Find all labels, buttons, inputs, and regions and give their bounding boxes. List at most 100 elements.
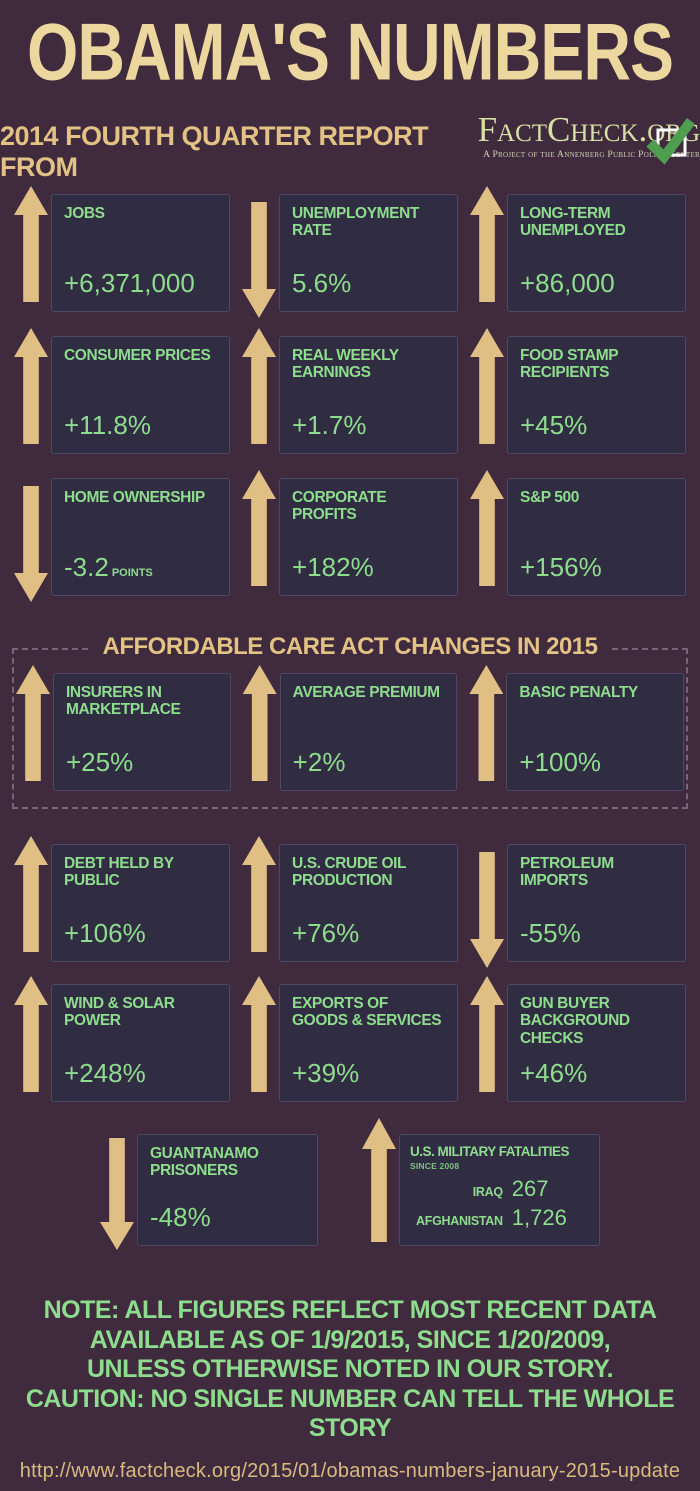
military-label: U.S. MILITARY FATALITIES — [410, 1144, 570, 1159]
up-arrow-icon — [470, 186, 504, 302]
down-arrow-icon — [100, 1138, 134, 1250]
up-arrow-icon — [469, 665, 504, 781]
stat-cell-gun-background-checks: GUN BUYER BACKGROUND CHECKS +46% — [470, 976, 686, 1102]
stat-cell-debt-held-by-public: DEBT HELD BY PUBLIC +106% — [14, 836, 230, 962]
stat-row: HOME OWNERSHIP -3.2 POINTS CORPORATE PROF… — [14, 470, 686, 602]
stat-value: +2% — [292, 747, 346, 777]
stat-card: WIND & SOLAR POWER +248% — [51, 984, 230, 1102]
special-stats-row: GUANTANAMO PRISONERS -48% U.S. MILITARY … — [0, 1118, 700, 1250]
stat-label: U.S. CRUDE OIL PRODUCTION — [292, 855, 406, 890]
stat-label: REAL WEEKLY EARNINGS — [292, 347, 399, 382]
stat-cell-basic-penalty: BASIC PENALTY +100% — [469, 665, 685, 791]
stat-cell-petroleum-imports: PETROLEUM IMPORTS -55% — [470, 844, 686, 968]
stat-value: +39% — [292, 1058, 360, 1088]
stat-cell-corporate-profits: CORPORATE PROFITS +182% — [242, 470, 458, 596]
stat-card: S&P 500 +156% — [507, 478, 686, 596]
up-arrow-icon — [16, 665, 50, 781]
down-arrow-icon — [14, 486, 48, 602]
stat-label: AVERAGE PREMIUM — [292, 684, 440, 701]
stat-row: DEBT HELD BY PUBLIC +106% U.S. CRUDE OIL… — [14, 836, 686, 968]
up-arrow-icon — [14, 976, 48, 1092]
source-url-row: http://www.factcheck.org/2015/01/obamas-… — [0, 1460, 700, 1483]
stat-label: BASIC PENALTY — [519, 684, 638, 701]
stat-value: +45% — [520, 410, 588, 440]
stat-cell-food-stamp-recipients: FOOD STAMP RECIPIENTS +45% — [470, 328, 686, 454]
stat-label: PETROLEUM IMPORTS — [520, 855, 614, 890]
checkmark-icon — [636, 114, 695, 168]
stat-value: +106% — [64, 918, 146, 948]
stat-cell-guantanamo-prisoners: GUANTANAMO PRISONERS -48% — [100, 1134, 318, 1250]
report-subtitle-row: 2014 FOURTH QUARTER REPORT FROM FactChec… — [0, 112, 700, 182]
stat-value: +100% — [519, 747, 602, 777]
stat-label: FOOD STAMP RECIPIENTS — [520, 347, 618, 382]
stat-label: S&P 500 — [520, 489, 579, 506]
stat-cell-wind-solar-power: WIND & SOLAR POWER +248% — [14, 976, 230, 1102]
stat-row: INSURERS IN MARKETPLACE +25% AVERAGE PRE… — [16, 665, 685, 791]
stat-row: JOBS +6,371,000 UNEMPLOYMENT RATE 5.6% L… — [14, 186, 686, 318]
aca-section-header: AFFORDABLE CARE ACT CHANGES IN 2015 — [90, 633, 610, 661]
up-arrow-icon — [242, 328, 276, 444]
stat-value: +11.8% — [64, 410, 151, 440]
page-title: OBAMA'S NUMBERS — [26, 6, 674, 97]
stat-value: -48% — [150, 1202, 211, 1232]
iraq-label: IRAQ — [472, 1185, 503, 1199]
up-arrow-icon — [470, 976, 504, 1092]
stat-card: CONSUMER PRICES +11.8% — [51, 336, 230, 454]
stat-value-number: -3.2 — [64, 552, 109, 582]
up-arrow-icon — [242, 976, 276, 1092]
report-subtitle: 2014 FOURTH QUARTER REPORT FROM — [0, 121, 429, 182]
stat-cell-exports: EXPORTS OF GOODS & SERVICES +39% — [242, 976, 458, 1102]
up-arrow-icon — [470, 328, 504, 444]
military-sublabel: SINCE 2008 — [410, 1161, 460, 1171]
stat-card: JOBS +6,371,000 — [51, 194, 230, 312]
up-arrow-icon — [362, 1118, 396, 1242]
stats-grid-bottom: DEBT HELD BY PUBLIC +106% U.S. CRUDE OIL… — [0, 836, 700, 1102]
stat-value: -55% — [520, 918, 581, 948]
up-arrow-icon — [14, 836, 48, 952]
stat-card: GUANTANAMO PRISONERS -48% — [137, 1134, 318, 1246]
up-arrow-icon — [14, 328, 48, 444]
stat-value: +46% — [520, 1058, 588, 1088]
stat-card: DEBT HELD BY PUBLIC +106% — [51, 844, 230, 962]
stat-value: +1.7% — [292, 410, 367, 440]
stat-card: EXPORTS OF GOODS & SERVICES +39% — [279, 984, 458, 1102]
afghanistan-label: AFGHANISTAN — [416, 1214, 503, 1228]
stat-card: INSURERS IN MARKETPLACE +25% — [53, 673, 231, 791]
brand-tagline: A Project of the Annenberg Public Policy… — [483, 150, 700, 160]
stat-cell-real-weekly-earnings: REAL WEEKLY EARNINGS +1.7% — [242, 328, 458, 454]
aca-section: AFFORDABLE CARE ACT CHANGES IN 2015 INSU… — [12, 633, 688, 809]
stat-label: HOME OWNERSHIP — [64, 489, 205, 506]
stat-value: +156% — [520, 552, 602, 582]
stat-label: UNEMPLOYMENT RATE — [292, 205, 419, 240]
stat-cell-long-term-unemployed: LONG-TERM UNEMPLOYED +86,000 — [470, 186, 686, 312]
stat-card: HOME OWNERSHIP -3.2 POINTS — [51, 478, 230, 596]
stat-value: +6,371,000 — [64, 268, 195, 298]
stat-value: +248% — [64, 1058, 146, 1088]
stat-cell-average-premium: AVERAGE PREMIUM +2% — [242, 665, 458, 791]
stat-row: WIND & SOLAR POWER +248% EXPORTS OF GOOD… — [14, 976, 686, 1102]
stat-card: REAL WEEKLY EARNINGS +1.7% — [279, 336, 458, 454]
title-bar: OBAMA'S NUMBERS — [0, 0, 700, 102]
stats-grid-top: JOBS +6,371,000 UNEMPLOYMENT RATE 5.6% L… — [0, 186, 700, 602]
stat-label: GUN BUYER BACKGROUND CHECKS — [520, 995, 630, 1047]
footnote: NOTE: ALL FIGURES REFLECT MOST RECENT DA… — [0, 1296, 700, 1444]
stat-cell-consumer-prices: CONSUMER PRICES +11.8% — [14, 328, 230, 454]
stat-row: CONSUMER PRICES +11.8% REAL WEEKLY EARNI… — [14, 328, 686, 454]
military-fatalities-card: U.S. MILITARY FATALITIES SINCE 2008 IRAQ… — [399, 1134, 600, 1246]
source-url-link[interactable]: http://www.factcheck.org/2015/01/obamas-… — [19, 1459, 681, 1482]
footnote-line: AVAILABLE AS OF 1/9/2015, SINCE 1/20/200… — [89, 1325, 611, 1354]
stat-card: PETROLEUM IMPORTS -55% — [507, 844, 686, 962]
stat-label: CONSUMER PRICES — [64, 347, 211, 364]
stat-label: EXPORTS OF GOODS & SERVICES — [292, 995, 442, 1030]
stat-label: WIND & SOLAR POWER — [64, 995, 175, 1030]
stat-value: -3.2 POINTS — [64, 552, 217, 583]
down-arrow-icon — [470, 852, 504, 968]
stat-cell-crude-oil-production: U.S. CRUDE OIL PRODUCTION +76% — [242, 836, 458, 962]
up-arrow-icon — [470, 470, 504, 586]
stat-label: LONG-TERM UNEMPLOYED — [520, 205, 626, 240]
stat-value-suffix: POINTS — [111, 567, 153, 579]
up-arrow-icon — [242, 836, 276, 952]
stat-label: GUANTANAMO PRISONERS — [150, 1145, 259, 1180]
footnote-line: NOTE: ALL FIGURES REFLECT MOST RECENT DA… — [43, 1296, 657, 1324]
